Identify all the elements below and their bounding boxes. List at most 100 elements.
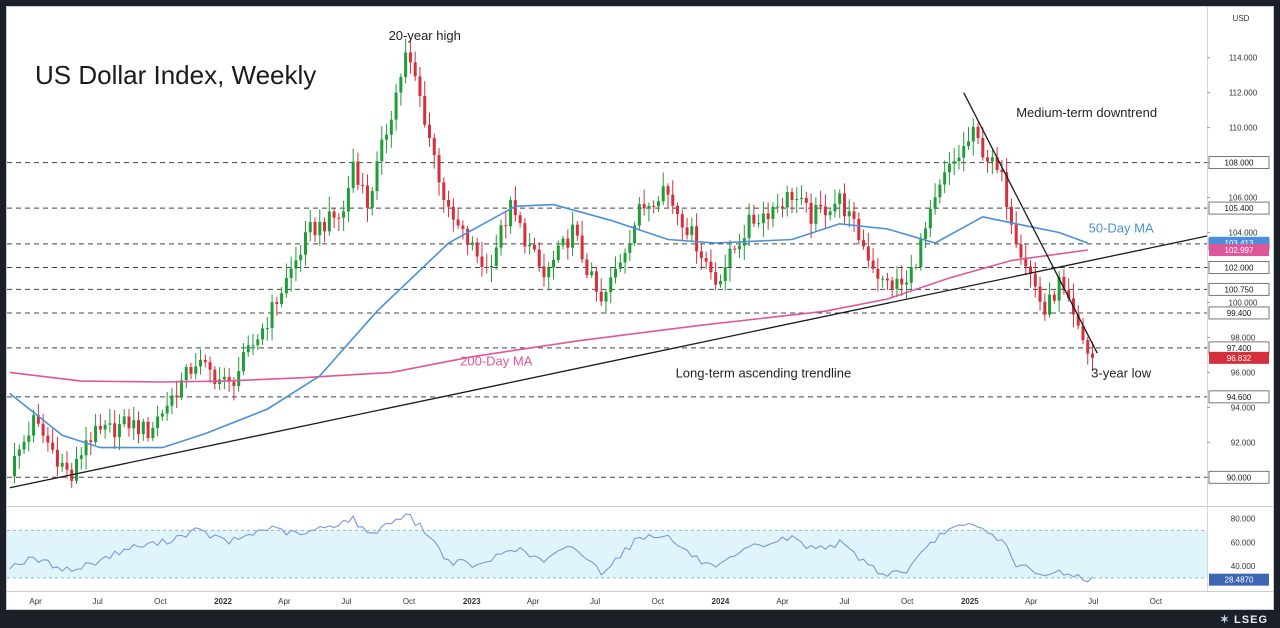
- time-tick-label: Oct: [901, 597, 914, 606]
- candle-up: [661, 186, 665, 202]
- candle-up: [75, 458, 79, 481]
- candle-down: [704, 258, 708, 262]
- candle-up: [590, 271, 594, 276]
- rsi-value-tag-label: 28.4870: [1225, 576, 1254, 585]
- time-tick-label: Jul: [93, 597, 103, 606]
- candle-up: [728, 248, 732, 268]
- candle-down: [981, 138, 985, 158]
- time-tick-label: Oct: [403, 597, 416, 606]
- candle-up: [828, 211, 832, 216]
- value-tag: [1209, 244, 1269, 257]
- candle-up: [571, 224, 575, 248]
- candle-up: [222, 376, 226, 380]
- candle-down: [504, 225, 508, 227]
- candle-up: [489, 265, 493, 268]
- candle-up: [132, 420, 136, 429]
- candle-up: [60, 462, 64, 467]
- candle-down: [113, 423, 117, 438]
- chart-annotation: 3-year low: [1091, 366, 1152, 381]
- candle-down: [1067, 290, 1071, 299]
- candle-down: [575, 224, 579, 236]
- candle-up: [103, 424, 107, 430]
- candle-down: [337, 217, 341, 219]
- candle-down: [995, 157, 999, 170]
- candle-up: [151, 427, 155, 439]
- candle-up: [919, 238, 923, 268]
- time-tick-label: 2025: [961, 597, 979, 606]
- ma200-line: [9, 249, 1088, 383]
- candle-down: [332, 211, 336, 218]
- candle-up: [928, 208, 932, 229]
- candle-down: [733, 248, 737, 250]
- candle-up: [394, 92, 398, 120]
- candle-down: [46, 435, 50, 443]
- candle-up: [499, 225, 503, 248]
- candle-up: [117, 424, 121, 438]
- candle-down: [1024, 257, 1028, 267]
- value-tag-label: 102.997: [1225, 246, 1254, 255]
- candle-up: [795, 199, 799, 201]
- candle-up: [800, 197, 804, 200]
- candle-up: [838, 193, 842, 204]
- time-tick-label: Oct: [1150, 597, 1163, 606]
- candle-down: [809, 202, 813, 224]
- candle-down: [1000, 169, 1004, 173]
- candle-down: [518, 215, 522, 224]
- candle-down: [1038, 286, 1042, 302]
- candle-up: [165, 405, 169, 414]
- candle-down: [852, 211, 856, 219]
- level-tag-label: 108.000: [1225, 159, 1254, 168]
- candle-down: [1043, 301, 1047, 315]
- candle-up: [881, 278, 885, 280]
- candle-up: [380, 139, 384, 162]
- candle-down: [51, 442, 55, 450]
- candle-down: [566, 238, 570, 248]
- time-tick-label: 2023: [463, 597, 481, 606]
- time-tick-label: 2022: [214, 597, 232, 606]
- candle-up: [943, 172, 947, 185]
- level-tag: [1208, 470, 1270, 484]
- candle-up: [633, 225, 637, 244]
- candle-up: [814, 204, 818, 224]
- candle-down: [427, 124, 431, 138]
- candle-down: [466, 228, 470, 245]
- candle-down: [766, 213, 770, 219]
- brand-logo: ✶ LSEG: [1220, 613, 1268, 626]
- candle-down: [451, 206, 455, 220]
- candle-down: [323, 221, 327, 232]
- candle-up: [556, 245, 560, 260]
- trendline: [9, 235, 1208, 489]
- candle-down: [1052, 294, 1056, 301]
- level-tag-label: 94.600: [1227, 393, 1252, 402]
- time-tick-label: Oct: [154, 597, 167, 606]
- trendline: [963, 92, 1098, 354]
- candle-down: [804, 197, 808, 203]
- candle-down: [652, 205, 656, 207]
- candle-up: [561, 238, 565, 246]
- candle-down: [1005, 172, 1009, 207]
- candle-down: [189, 367, 193, 374]
- time-tick-label: Jul: [1088, 597, 1098, 606]
- candle-up: [776, 206, 780, 208]
- level-tag-label: 99.400: [1227, 309, 1252, 318]
- price-tick-label: 114.000: [1229, 54, 1258, 63]
- candle-down: [442, 182, 446, 200]
- candle-down: [986, 157, 990, 162]
- candles-group: [12, 38, 1095, 488]
- level-tag-label: 90.000: [1227, 473, 1252, 482]
- candle-up: [170, 395, 174, 406]
- candle-down: [208, 362, 212, 370]
- price-tick-label: 110.000: [1229, 124, 1258, 133]
- price-tick-label: 100.000: [1229, 298, 1258, 307]
- candle-down: [780, 206, 784, 208]
- candle-down: [146, 421, 150, 439]
- time-tick-label: Jul: [341, 597, 351, 606]
- candle-down: [537, 249, 541, 267]
- candle-up: [933, 197, 937, 209]
- candle-down: [475, 242, 479, 257]
- price-tick-label: 92.000: [1231, 438, 1256, 447]
- price-tick-label: 106.000: [1229, 194, 1258, 203]
- candle-up: [299, 254, 303, 261]
- candle-down: [423, 95, 427, 125]
